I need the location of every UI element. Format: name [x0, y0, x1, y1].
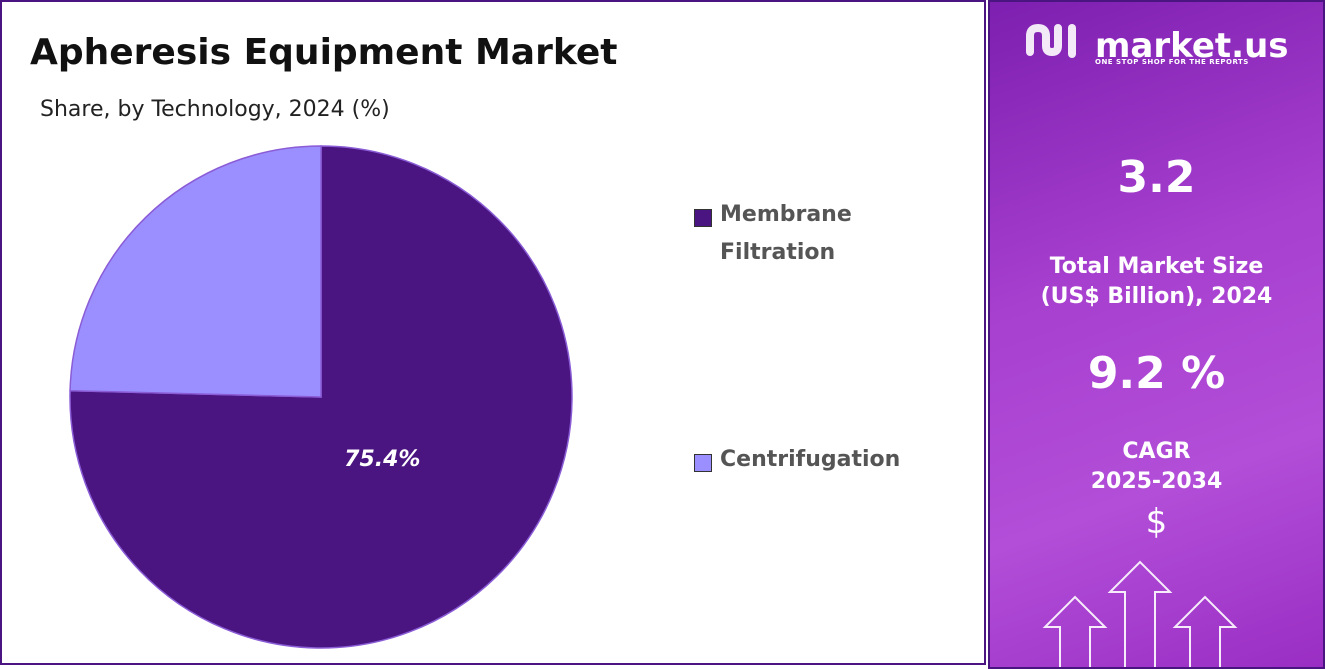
market-size-label: (US$ Billion), 2024	[1040, 284, 1273, 309]
legend-swatch	[694, 454, 712, 472]
chart-panel: Apheresis Equipment Market Share, by Tec…	[0, 0, 986, 665]
legend-swatch	[694, 209, 712, 227]
brand-tagline: ONE STOP SHOP FOR THE REPORTS	[1095, 58, 1249, 66]
decoration	[1026, 23, 1238, 667]
legend-item: Centrifugation	[694, 447, 900, 479]
market-size-value: 3.2	[1117, 152, 1196, 203]
cagr-value: 9.2 %	[1087, 348, 1226, 399]
brand-name: market.us	[1095, 26, 1289, 66]
legend-item: Membrane Filtration	[694, 202, 900, 272]
data-label: 75.4%	[344, 447, 420, 472]
summary-panel: market.us ONE STOP SHOP FOR THE REPORTS …	[988, 0, 1325, 669]
currency-icon: $	[1145, 502, 1168, 542]
market-size-label: Total Market Size	[1049, 254, 1264, 279]
legend-label: Membrane Filtration	[720, 202, 852, 265]
legend-label: Centrifugation	[720, 447, 901, 472]
chart-subtitle: Share, by Technology, 2024 (%)	[40, 97, 390, 122]
pie-chart: 75.4%	[69, 145, 573, 649]
cagr-label: CAGR	[1122, 439, 1191, 464]
cagr-label: 2025-2034	[1090, 469, 1223, 494]
chart-title: Apheresis Equipment Market	[30, 32, 618, 73]
pie-slice	[69, 145, 322, 398]
